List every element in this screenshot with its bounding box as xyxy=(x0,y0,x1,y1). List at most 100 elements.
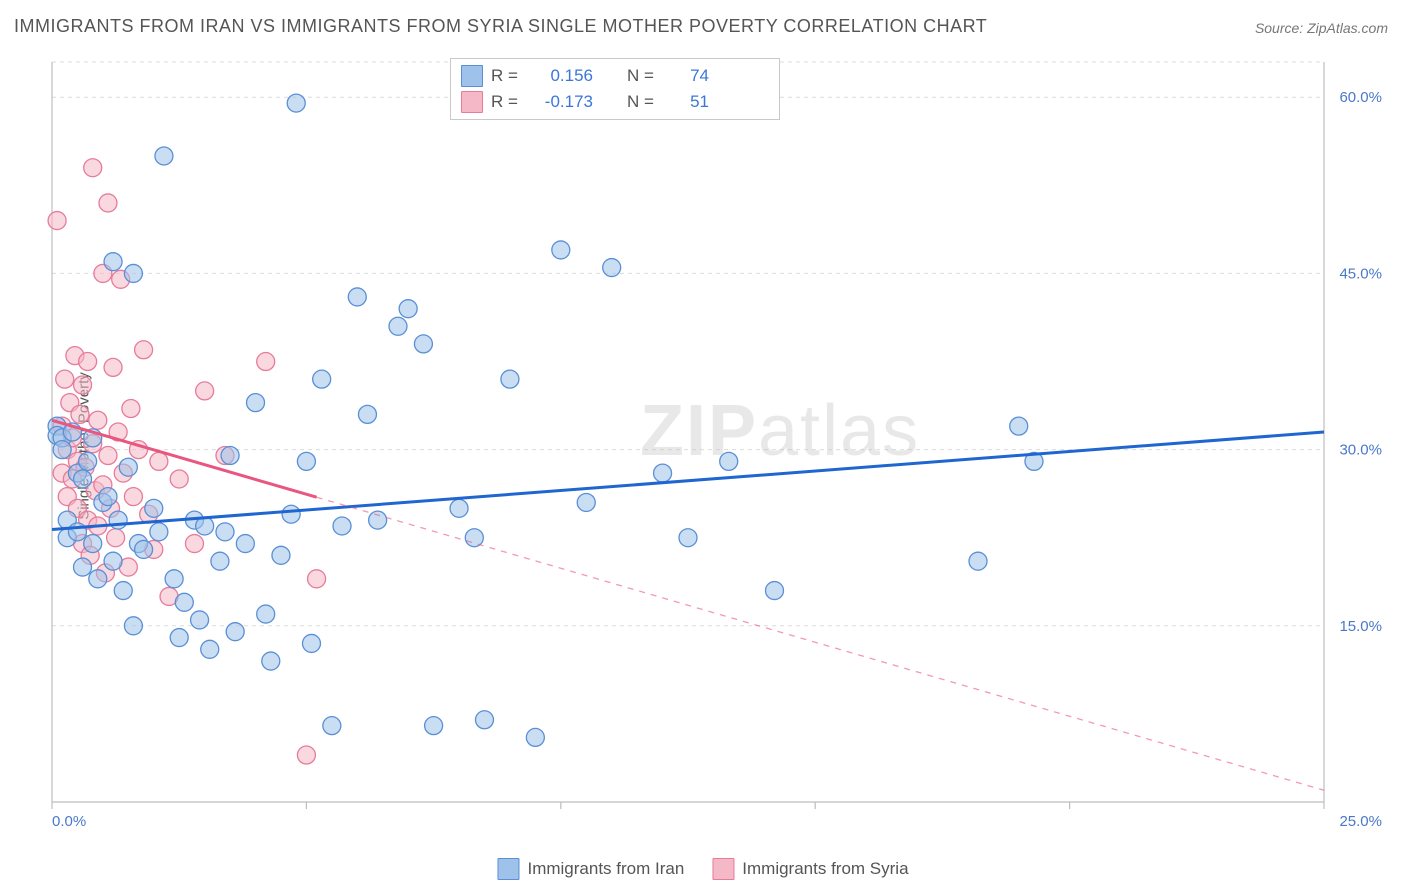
data-point xyxy=(552,241,570,259)
data-point xyxy=(135,540,153,558)
legend-item-iran: Immigrants from Iran xyxy=(497,858,684,880)
data-point xyxy=(226,623,244,641)
data-point xyxy=(165,570,183,588)
svg-text:60.0%: 60.0% xyxy=(1339,89,1382,106)
legend-swatch xyxy=(461,65,483,87)
legend-n-value: 74 xyxy=(669,66,709,86)
data-point xyxy=(287,94,305,112)
data-point xyxy=(104,358,122,376)
data-point xyxy=(257,605,275,623)
data-point xyxy=(201,640,219,658)
chart-title: IMMIGRANTS FROM IRAN VS IMMIGRANTS FROM … xyxy=(14,16,987,37)
legend-label: Immigrants from Iran xyxy=(527,859,684,879)
legend-r-label: R = xyxy=(491,66,525,86)
data-point xyxy=(425,717,443,735)
data-point xyxy=(414,335,432,353)
data-point xyxy=(185,535,203,553)
source-attribution: Source: ZipAtlas.com xyxy=(1255,20,1388,36)
trend-line xyxy=(52,432,1324,529)
data-point xyxy=(297,746,315,764)
data-point xyxy=(501,370,519,388)
data-point xyxy=(79,452,97,470)
data-point xyxy=(654,464,672,482)
legend-n-value: 51 xyxy=(669,92,709,112)
data-point xyxy=(313,370,331,388)
data-point xyxy=(358,405,376,423)
data-point xyxy=(124,617,142,635)
data-point xyxy=(99,194,117,212)
data-point xyxy=(104,253,122,271)
data-point xyxy=(74,558,92,576)
svg-text:25.0%: 25.0% xyxy=(1339,813,1382,830)
data-point xyxy=(84,535,102,553)
data-point xyxy=(348,288,366,306)
data-point xyxy=(1010,417,1028,435)
svg-text:15.0%: 15.0% xyxy=(1339,618,1382,635)
data-point xyxy=(323,717,341,735)
data-point xyxy=(308,570,326,588)
data-point xyxy=(119,458,137,476)
data-point xyxy=(282,505,300,523)
data-point xyxy=(99,488,117,506)
legend-swatch xyxy=(461,91,483,113)
data-point xyxy=(150,523,168,541)
data-point xyxy=(68,523,86,541)
data-point xyxy=(71,405,89,423)
scatter-plot-svg: 15.0%30.0%45.0%60.0%0.0%25.0% xyxy=(46,56,1394,830)
data-point xyxy=(170,470,188,488)
data-point xyxy=(122,400,140,418)
data-point xyxy=(216,523,234,541)
plot-area: 15.0%30.0%45.0%60.0%0.0%25.0% xyxy=(46,56,1394,830)
data-point xyxy=(48,212,66,230)
legend-r-label: R = xyxy=(491,92,525,112)
data-point xyxy=(155,147,173,165)
svg-text:0.0%: 0.0% xyxy=(52,813,86,830)
data-point xyxy=(399,300,417,318)
data-point xyxy=(175,593,193,611)
svg-text:30.0%: 30.0% xyxy=(1339,442,1382,459)
legend-n-label: N = xyxy=(627,92,661,112)
data-point xyxy=(124,488,142,506)
data-point xyxy=(389,317,407,335)
data-point xyxy=(79,353,97,371)
data-point xyxy=(150,452,168,470)
data-point xyxy=(765,582,783,600)
series-legend: Immigrants from Iran Immigrants from Syri… xyxy=(497,858,908,880)
data-point xyxy=(104,552,122,570)
data-point xyxy=(89,411,107,429)
data-point xyxy=(577,493,595,511)
data-point xyxy=(333,517,351,535)
legend-r-value: 0.156 xyxy=(533,66,593,86)
legend-label: Immigrants from Syria xyxy=(742,859,908,879)
data-point xyxy=(679,529,697,547)
data-point xyxy=(114,582,132,600)
correlation-legend: R = 0.156 N = 74 R = -0.173 N = 51 xyxy=(450,58,780,120)
data-point xyxy=(56,370,74,388)
data-point xyxy=(603,259,621,277)
legend-n-label: N = xyxy=(627,66,661,86)
data-point xyxy=(145,499,163,517)
data-point xyxy=(297,452,315,470)
data-point xyxy=(74,470,92,488)
data-point xyxy=(969,552,987,570)
data-point xyxy=(465,529,483,547)
data-point xyxy=(107,529,125,547)
data-point xyxy=(450,499,468,517)
data-point xyxy=(196,382,214,400)
data-point xyxy=(170,629,188,647)
data-point xyxy=(84,159,102,177)
data-point xyxy=(272,546,290,564)
data-point xyxy=(236,535,254,553)
legend-item-syria: Immigrants from Syria xyxy=(712,858,908,880)
data-point xyxy=(74,376,92,394)
trend-line-extrapolated xyxy=(317,497,1324,790)
legend-r-value: -0.173 xyxy=(533,92,593,112)
data-point xyxy=(262,652,280,670)
data-point xyxy=(475,711,493,729)
data-point xyxy=(221,446,239,464)
data-point xyxy=(247,394,265,412)
data-point xyxy=(135,341,153,359)
data-point xyxy=(257,353,275,371)
data-point xyxy=(302,634,320,652)
data-point xyxy=(99,446,117,464)
